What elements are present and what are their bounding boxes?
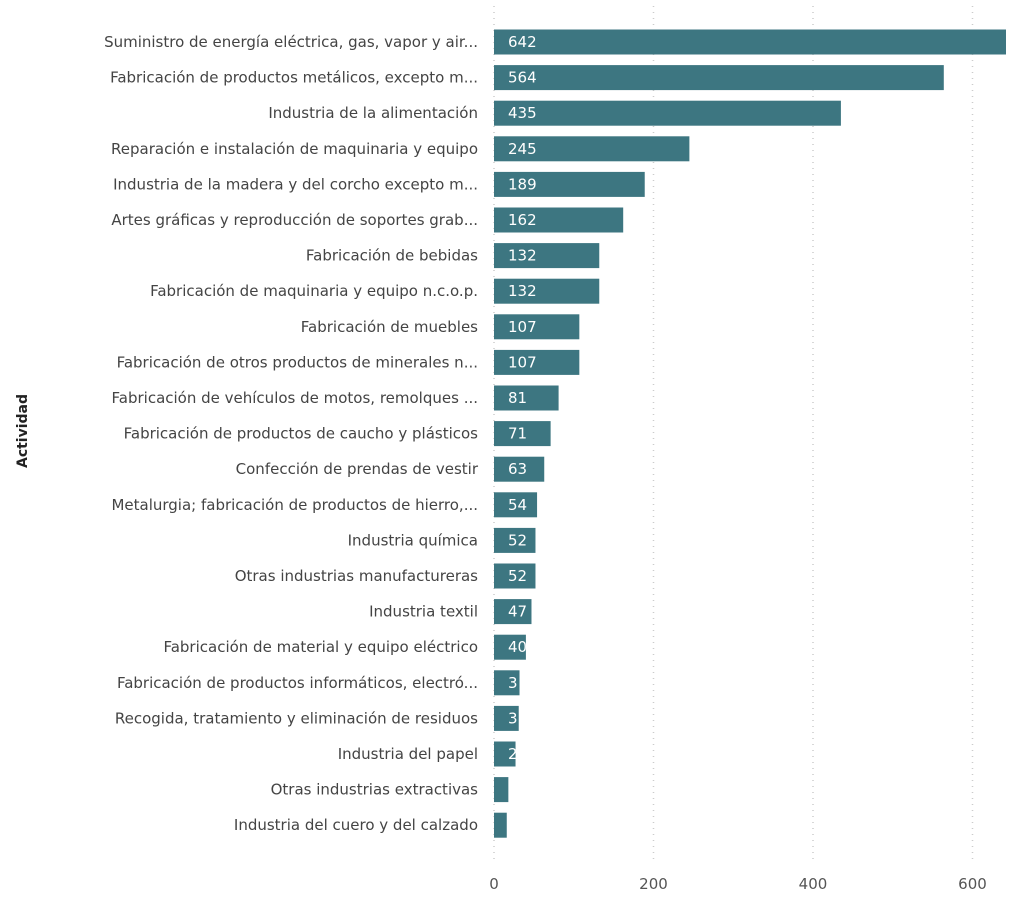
category-label: Otras industrias extractivas — [271, 781, 479, 799]
category-label: Industria de la madera y del corcho exce… — [113, 175, 478, 193]
category-label: Confección de prendas de vestir — [236, 460, 479, 478]
bar-value-label: 52 — [508, 531, 527, 549]
bar-value-label: 81 — [508, 389, 527, 407]
bar[interactable] — [494, 527, 536, 553]
bar[interactable] — [494, 705, 519, 731]
bar[interactable] — [494, 136, 690, 162]
category-label: Fabricación de otros productos de minera… — [117, 353, 478, 371]
category-label: Fabricación de productos de caucho y plá… — [124, 425, 479, 443]
bar-value-label: 52 — [508, 567, 527, 585]
x-axis-ticks: 0 200 400 600 — [489, 875, 987, 893]
bar-value-label: 564 — [508, 69, 537, 87]
category-label: Metalurgia; fabricación de productos de … — [111, 496, 478, 514]
bar[interactable] — [494, 563, 536, 589]
category-label: Fabricación de vehículos de motos, remol… — [112, 389, 478, 407]
category-label: Fabricación de maquinaria y equipo n.c.o… — [150, 282, 478, 300]
category-label: Industria del papel — [338, 745, 478, 763]
category-label: Industria química — [348, 531, 478, 549]
category-label: Suministro de energía eléctrica, gas, va… — [104, 33, 478, 51]
bar-value-label: 245 — [508, 140, 537, 158]
bar[interactable] — [494, 349, 580, 375]
x-tick-label: 200 — [639, 875, 668, 893]
bar[interactable] — [494, 243, 600, 269]
bar[interactable] — [494, 385, 559, 411]
bar[interactable] — [494, 812, 507, 838]
bar[interactable] — [494, 741, 516, 767]
bar-value-label: 107 — [508, 353, 537, 371]
bar-value-label: 63 — [508, 460, 527, 478]
bar[interactable] — [494, 456, 545, 482]
category-labels: Suministro de energía eléctrica, gas, va… — [104, 33, 479, 834]
bar-value-label: 435 — [508, 104, 537, 122]
bar-value-label: 47 — [508, 603, 527, 621]
category-label: Industria del cuero y del calzado — [234, 816, 478, 834]
bar[interactable] — [494, 314, 580, 340]
bar-value-label: 2 — [508, 745, 518, 763]
y-axis-title: Actividad — [15, 394, 31, 468]
category-label: Otras industrias manufactureras — [235, 567, 478, 585]
grid-lines — [493, 6, 974, 862]
bar-value-label: 40 — [508, 638, 527, 656]
bar-value-label: 132 — [508, 247, 537, 265]
bar[interactable] — [494, 29, 1006, 55]
bar[interactable] — [494, 207, 624, 233]
category-label: Industria textil — [369, 603, 478, 621]
bar-value-label: 642 — [508, 33, 537, 51]
x-tick-label: 400 — [799, 875, 828, 893]
bar[interactable] — [494, 599, 532, 625]
bar-value-label: 132 — [508, 282, 537, 300]
x-tick-label: 600 — [958, 875, 987, 893]
category-label: Industria de la alimentación — [268, 104, 478, 122]
bar[interactable] — [494, 171, 645, 197]
bars: 642 564 435 245 189 162 132 132 107 107 81 71 63 54 52… — [494, 29, 1006, 838]
bar[interactable] — [494, 65, 944, 91]
bar-value-label: 71 — [508, 425, 527, 443]
bar[interactable] — [494, 278, 600, 304]
category-label: Fabricación de material y equipo eléctri… — [163, 638, 478, 656]
bar-value-label: 189 — [508, 175, 537, 193]
bar[interactable] — [494, 421, 551, 447]
bar-value-label: 3 — [508, 709, 518, 727]
bar-value-label: 3 — [508, 674, 518, 692]
bar[interactable] — [494, 492, 538, 518]
bar[interactable] — [494, 777, 509, 803]
category-label: Fabricación de productos metálicos, exce… — [110, 69, 478, 87]
category-label: Fabricación de muebles — [301, 318, 478, 336]
bar[interactable] — [494, 100, 841, 126]
category-label: Fabricación de productos informáticos, e… — [117, 674, 478, 692]
bar[interactable] — [494, 634, 526, 660]
bar[interactable] — [494, 670, 520, 696]
bar-value-label: 162 — [508, 211, 537, 229]
category-label: Fabricación de bebidas — [306, 247, 478, 265]
category-label: Recogida, tratamiento y eliminación de r… — [115, 709, 478, 727]
category-label: Artes gráficas y reproducción de soporte… — [111, 211, 478, 229]
bar-value-label: 54 — [508, 496, 527, 514]
bar-value-label: 107 — [508, 318, 537, 336]
category-label: Reparación e instalación de maquinaria y… — [111, 140, 478, 158]
x-tick-label: 0 — [489, 875, 499, 893]
